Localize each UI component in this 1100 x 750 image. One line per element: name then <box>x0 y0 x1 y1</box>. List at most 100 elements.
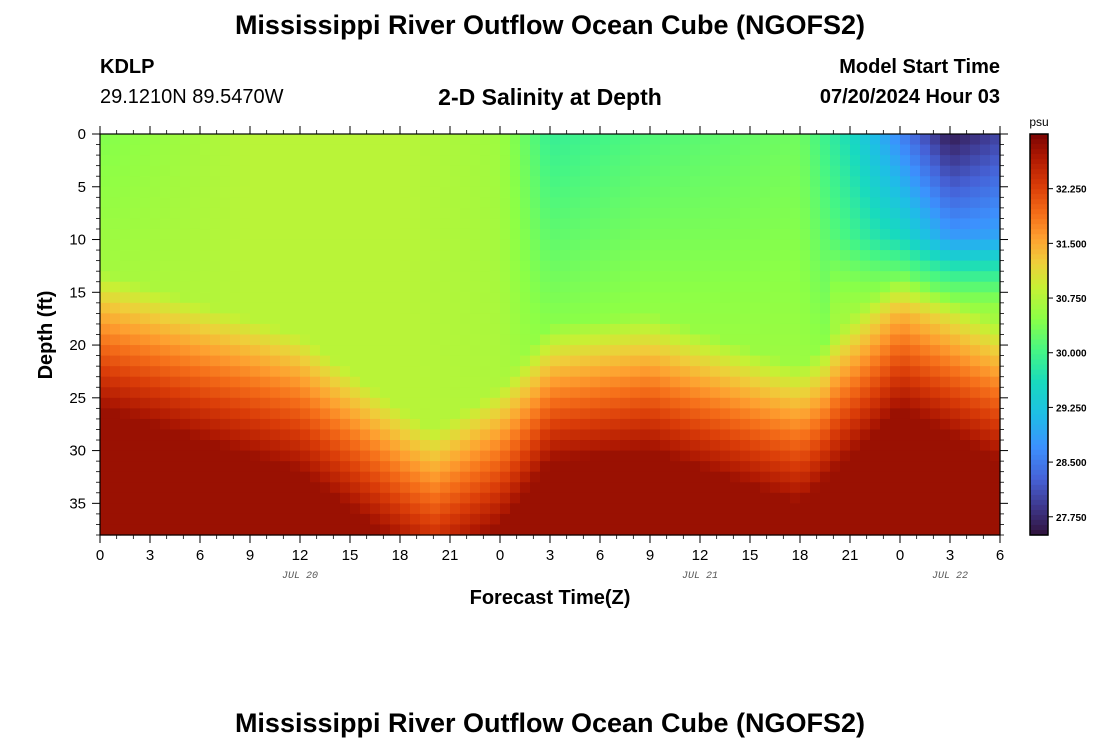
heatmap-cell <box>430 397 441 409</box>
heatmap-cell <box>150 271 161 283</box>
heatmap-cell <box>140 387 151 399</box>
heatmap-cell <box>630 207 641 220</box>
heatmap-cell <box>140 292 151 304</box>
heatmap-cell <box>720 450 731 462</box>
heatmap-cell <box>320 397 331 409</box>
heatmap-cell <box>310 334 321 346</box>
heatmap-cell <box>890 260 901 272</box>
heatmap-cell <box>100 281 111 293</box>
heatmap-cell <box>890 355 901 367</box>
heatmap-cell <box>550 302 561 314</box>
heatmap-cell <box>790 302 801 314</box>
heatmap-cell <box>890 239 901 251</box>
heatmap-cell <box>980 461 991 473</box>
heatmap-cell <box>370 429 381 441</box>
heatmap-cell <box>550 155 561 167</box>
heatmap-cell <box>950 513 961 526</box>
heatmap-cell <box>790 155 801 167</box>
heatmap-cell <box>100 228 111 241</box>
heatmap-cell <box>900 313 911 325</box>
heatmap-cell <box>460 228 471 241</box>
heatmap-cell <box>750 334 761 346</box>
heatmap-cell <box>470 461 481 473</box>
heatmap-cell <box>730 355 741 367</box>
heatmap-cell <box>940 345 951 357</box>
heatmap-cell <box>340 155 351 167</box>
heatmap-cell <box>470 513 481 526</box>
heatmap-cell <box>770 397 781 409</box>
heatmap-cell <box>830 524 841 536</box>
heatmap-cell <box>710 134 721 146</box>
heatmap-cell <box>220 355 231 367</box>
heatmap-cell <box>380 250 391 262</box>
heatmap-cell <box>220 165 231 177</box>
heatmap-cell <box>750 218 761 230</box>
heatmap-cell <box>200 197 211 209</box>
heatmap-cell <box>450 313 461 325</box>
heatmap-cell <box>500 134 511 146</box>
heatmap-cell <box>830 144 841 156</box>
heatmap-cell <box>190 165 201 177</box>
heatmap-cell <box>570 461 581 473</box>
heatmap-cell <box>890 482 901 494</box>
heatmap-cell <box>690 313 701 325</box>
heatmap-cell <box>150 176 161 188</box>
heatmap-cell <box>450 450 461 462</box>
heatmap-cell <box>530 207 541 220</box>
heatmap-cell <box>430 155 441 167</box>
heatmap-cell <box>840 524 851 536</box>
heatmap-cell <box>980 250 991 262</box>
heatmap-cell <box>580 250 591 262</box>
heatmap-cell <box>680 450 691 462</box>
heatmap-cell <box>330 155 341 167</box>
heatmap-cell <box>360 323 371 336</box>
heatmap-cell <box>330 376 341 388</box>
heatmap-cell <box>290 334 301 346</box>
heatmap-cell <box>340 176 351 188</box>
heatmap-cell <box>760 260 771 272</box>
heatmap-cell <box>540 503 551 515</box>
heatmap-cell <box>490 250 501 262</box>
heatmap-cell <box>660 334 671 346</box>
heatmap-cell <box>170 134 181 146</box>
heatmap-cell <box>540 250 551 262</box>
heatmap-cell <box>560 345 571 357</box>
heatmap-cell <box>730 482 741 494</box>
heatmap-cell <box>270 165 281 177</box>
heatmap-cell <box>150 260 161 272</box>
heatmap-cell <box>800 482 811 494</box>
heatmap-cell <box>950 134 961 146</box>
heatmap-cell <box>140 492 151 504</box>
heatmap-cell <box>280 165 291 177</box>
heatmap-cell <box>810 355 821 367</box>
heatmap-cell <box>130 418 141 431</box>
heatmap-cell <box>590 345 601 357</box>
heatmap-cell <box>830 281 841 293</box>
heatmap-cell <box>690 176 701 188</box>
heatmap-cell <box>900 471 911 483</box>
heatmap-cell <box>740 397 751 409</box>
heatmap-cell <box>590 323 601 336</box>
heatmap-cell <box>970 271 981 283</box>
heatmap-cell <box>320 134 331 146</box>
heatmap-cell <box>740 492 751 504</box>
heatmap-cell <box>420 440 431 452</box>
x-tick-label: 0 <box>896 547 904 564</box>
heatmap-cell <box>800 461 811 473</box>
heatmap-cell <box>280 397 291 409</box>
heatmap-cell <box>220 271 231 283</box>
heatmap-cell <box>260 513 271 526</box>
heatmap-cell <box>360 397 371 409</box>
heatmap-cell <box>590 513 601 526</box>
heatmap-cell <box>130 461 141 473</box>
heatmap-cell <box>490 239 501 251</box>
heatmap-cell <box>610 197 621 209</box>
heatmap-cell <box>510 366 521 378</box>
heatmap-cell <box>790 492 801 504</box>
heatmap-cell <box>360 271 371 283</box>
heatmap-cell <box>290 503 301 515</box>
heatmap-cell <box>250 281 261 293</box>
heatmap-cell <box>300 281 311 293</box>
heatmap-cell <box>150 440 161 452</box>
heatmap-cell <box>800 450 811 462</box>
